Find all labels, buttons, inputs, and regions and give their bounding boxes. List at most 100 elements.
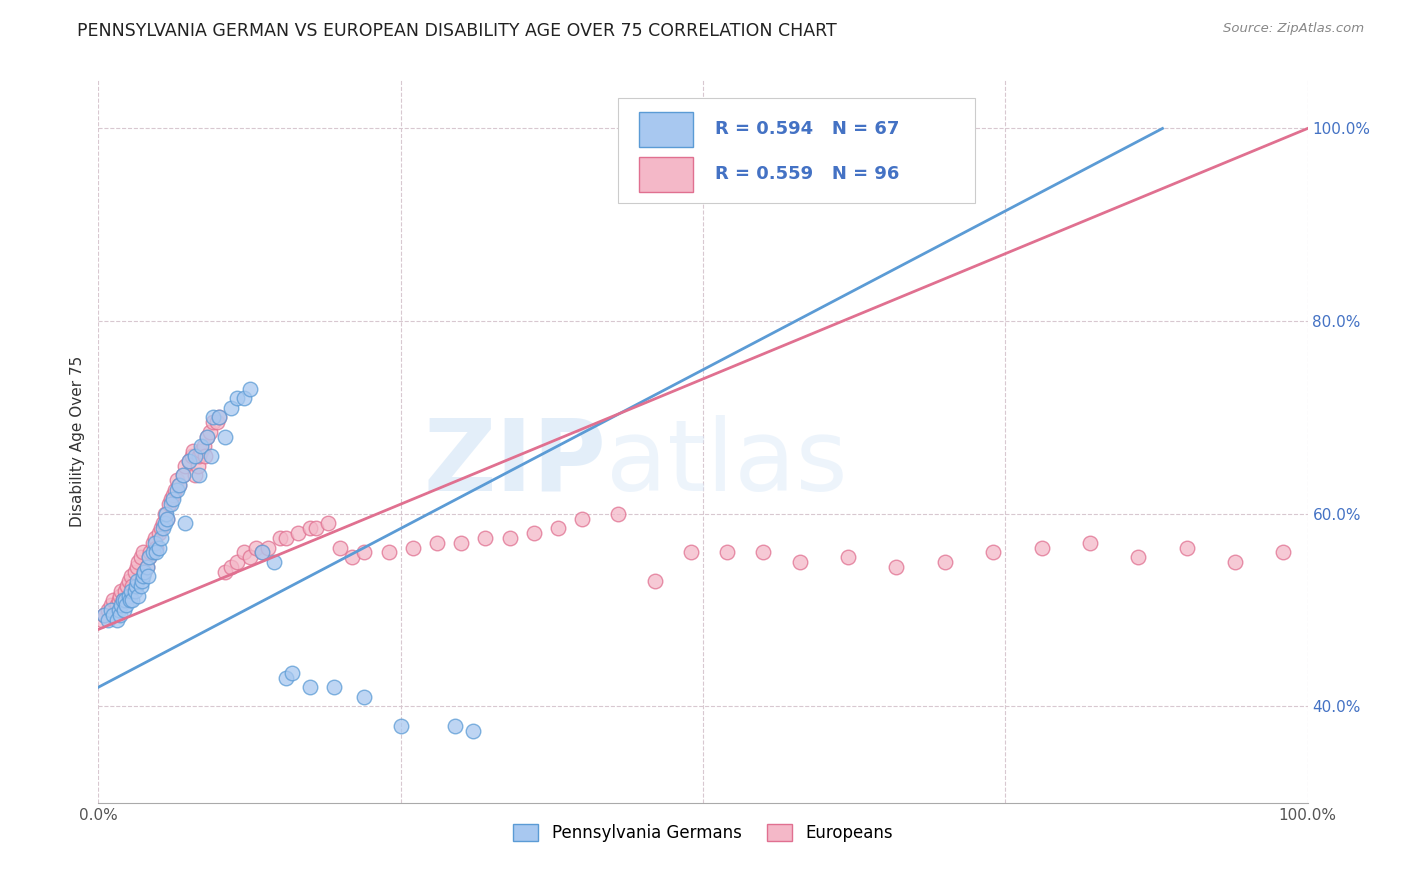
Point [162, 487, 184, 501]
Point [136, 569, 159, 583]
Point [150, 531, 173, 545]
Point [214, 430, 236, 444]
Point [157, 497, 180, 511]
Point [172, 468, 194, 483]
Point [129, 579, 152, 593]
Point [114, 583, 136, 598]
Point [131, 574, 153, 589]
Point [121, 593, 143, 607]
Point [135, 559, 157, 574]
Point [124, 565, 146, 579]
Point [389, 719, 412, 733]
Point [93, 607, 115, 622]
Bar [638, 112, 693, 147]
Text: Source: ZipAtlas.com: Source: ZipAtlas.com [1223, 22, 1364, 36]
Point [202, 415, 225, 429]
Point [169, 478, 191, 492]
Point [152, 516, 174, 531]
Point [129, 550, 152, 565]
Point [121, 579, 143, 593]
Point [269, 531, 291, 545]
Point [156, 511, 179, 525]
Point [143, 531, 166, 545]
Point [160, 492, 183, 507]
Point [1175, 541, 1198, 555]
Point [329, 541, 352, 555]
Point [187, 468, 209, 483]
FancyBboxPatch shape [619, 98, 976, 203]
Point [108, 603, 131, 617]
Point [145, 545, 167, 559]
Point [111, 593, 134, 607]
Point [169, 478, 191, 492]
Point [108, 607, 131, 622]
Point [679, 545, 702, 559]
Point [377, 545, 399, 559]
Point [179, 454, 201, 468]
Point [111, 593, 134, 607]
Point [152, 521, 174, 535]
Point [110, 583, 132, 598]
Point [474, 531, 496, 545]
Point [195, 430, 218, 444]
Point [153, 516, 176, 531]
Point [127, 559, 149, 574]
Point [124, 583, 146, 598]
Point [108, 589, 131, 603]
Point [299, 521, 322, 535]
Point [148, 526, 170, 541]
Point [205, 415, 228, 429]
Point [342, 550, 364, 565]
Point [214, 565, 236, 579]
Point [172, 468, 194, 483]
Point [195, 430, 218, 444]
Text: R = 0.559   N = 96: R = 0.559 N = 96 [716, 165, 900, 183]
Point [156, 511, 179, 525]
Point [305, 521, 328, 535]
Point [108, 593, 131, 607]
Point [179, 454, 201, 468]
Point [200, 449, 222, 463]
Point [110, 599, 132, 613]
Point [153, 507, 176, 521]
Point [181, 444, 204, 458]
Point [250, 545, 273, 559]
Point [245, 541, 267, 555]
Point [135, 559, 157, 574]
Point [118, 574, 141, 589]
Point [208, 410, 231, 425]
Point [101, 607, 124, 622]
Point [91, 613, 114, 627]
Point [194, 449, 217, 463]
Bar [638, 157, 693, 192]
Point [232, 545, 254, 559]
Point [221, 559, 243, 574]
Point [250, 545, 273, 559]
Point [498, 531, 520, 545]
Point [644, 574, 666, 589]
Point [426, 535, 449, 549]
Point [174, 458, 197, 473]
Point [886, 559, 908, 574]
Point [148, 541, 170, 555]
Point [127, 574, 149, 589]
Point [190, 444, 212, 458]
Point [981, 545, 1004, 559]
Point [105, 613, 128, 627]
Point [127, 589, 149, 603]
Point [740, 131, 762, 145]
Point [163, 483, 186, 497]
Point [226, 391, 249, 405]
Point [138, 550, 160, 565]
Point [125, 579, 148, 593]
Point [323, 680, 346, 694]
Point [117, 579, 139, 593]
Point [353, 545, 375, 559]
Point [162, 492, 184, 507]
Point [166, 473, 188, 487]
Point [142, 545, 165, 559]
Point [226, 555, 249, 569]
Point [221, 401, 243, 415]
Point [239, 550, 262, 565]
Point [523, 526, 546, 541]
